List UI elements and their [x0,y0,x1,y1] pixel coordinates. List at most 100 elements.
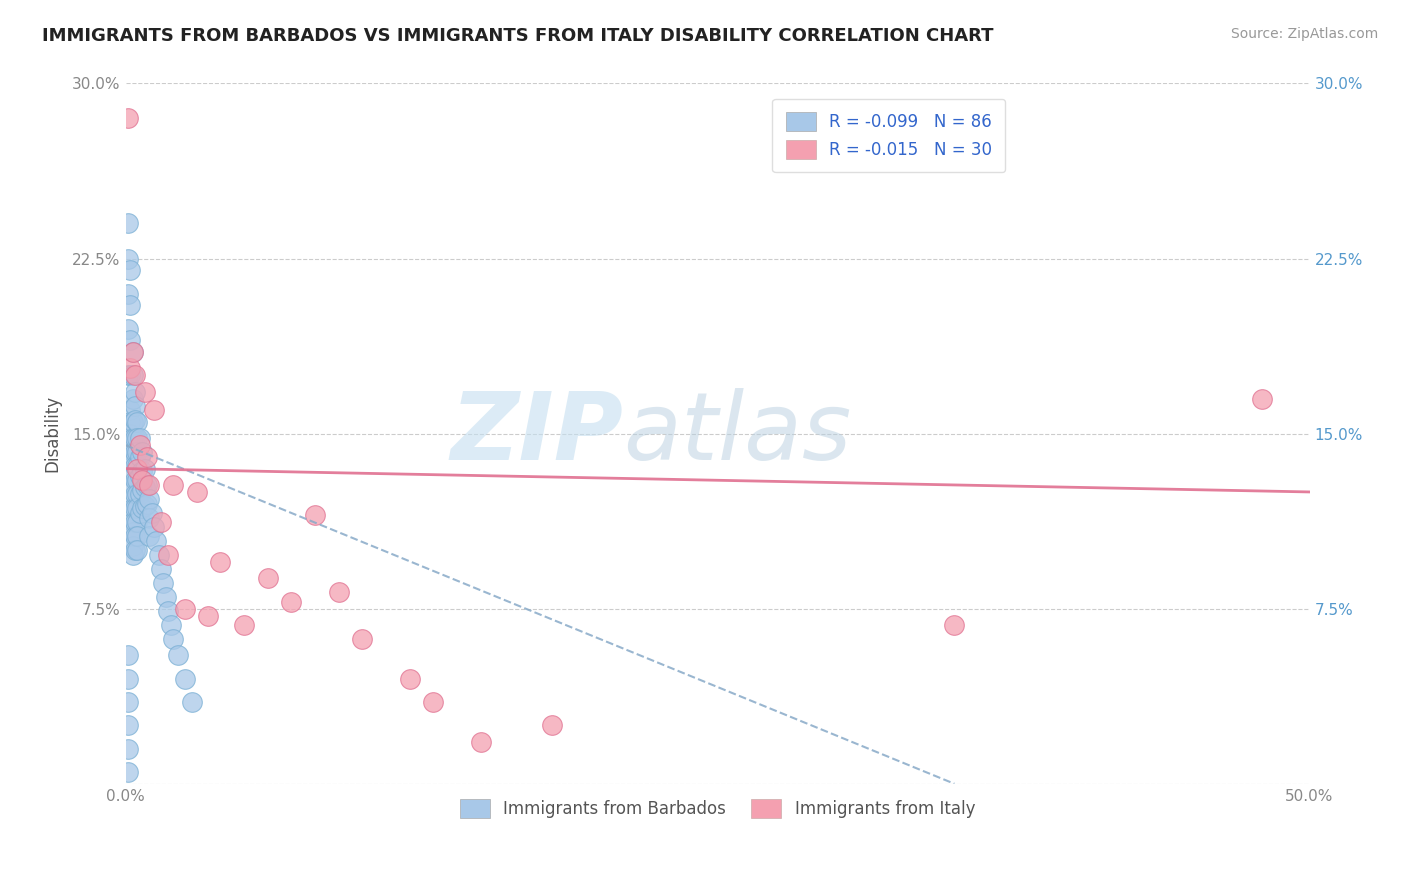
Point [117,321,139,335]
Point [152,576,174,591]
Text: ZIP: ZIP [450,388,623,480]
Point [328,585,350,599]
Point [124,399,146,413]
Point [121,431,143,445]
Point [127,487,149,501]
Point [280,595,302,609]
Point [141,506,163,520]
Point [128,450,150,464]
Text: Source: ZipAtlas.com: Source: ZipAtlas.com [1230,27,1378,41]
Point [124,473,146,487]
Point [121,539,143,553]
Point [128,431,150,445]
Point [134,384,156,399]
Point [134,461,156,475]
Point [128,506,150,520]
Point [117,765,139,780]
Point [135,497,157,511]
Point [124,529,146,543]
Point [127,543,149,558]
Point [127,473,149,487]
Point [127,459,149,474]
Point [120,368,142,383]
Point [173,601,195,615]
Point [352,632,374,646]
Point [121,501,143,516]
Point [117,112,139,126]
Point [121,445,143,459]
Point [943,618,966,632]
Point [117,648,139,663]
Point [121,368,143,383]
Point [138,478,160,492]
Point [166,648,188,663]
Point [127,415,149,429]
Point [256,571,278,585]
Point [117,217,139,231]
Point [121,392,143,406]
Point [1251,392,1274,406]
Point [120,298,142,312]
Text: atlas: atlas [623,388,851,479]
Point [117,695,139,709]
Point [124,543,146,558]
Point [422,695,444,709]
Point [186,485,208,500]
Point [131,445,153,459]
Point [127,529,149,543]
Point [117,368,139,383]
Point [124,431,146,445]
Point [128,487,150,501]
Point [117,718,139,732]
Point [127,501,149,516]
Point [233,618,256,632]
Point [121,454,143,468]
Point [120,438,142,452]
Point [121,516,143,530]
Point [120,263,142,277]
Point [138,491,160,506]
Point [162,632,184,646]
Point [121,524,143,539]
Point [135,478,157,492]
Point [209,555,232,569]
Point [180,695,202,709]
Point [131,483,153,497]
Point [121,491,143,506]
Point [135,450,157,464]
Point [127,516,149,530]
Point [124,384,146,399]
Point [134,499,156,513]
Point [470,735,492,749]
Point [157,604,180,618]
Point [127,445,149,459]
Point [121,468,143,483]
Point [121,415,143,429]
Point [124,368,146,383]
Point [131,464,153,478]
Point [131,473,153,487]
Legend: Immigrants from Barbados, Immigrants from Italy: Immigrants from Barbados, Immigrants fro… [453,792,981,824]
Point [134,480,156,494]
Point [145,533,167,548]
Point [127,431,149,445]
Point [197,608,219,623]
Point [138,510,160,524]
Point [124,459,146,474]
Point [120,403,142,417]
Point [159,618,181,632]
Point [124,445,146,459]
Point [121,478,143,492]
Point [120,333,142,347]
Point [121,344,143,359]
Point [143,520,166,534]
Point [143,403,166,417]
Point [131,501,153,516]
Point [127,461,149,475]
Point [124,516,146,530]
Point [124,412,146,426]
Point [117,741,139,756]
Point [121,344,143,359]
Point [124,487,146,501]
Point [173,672,195,686]
